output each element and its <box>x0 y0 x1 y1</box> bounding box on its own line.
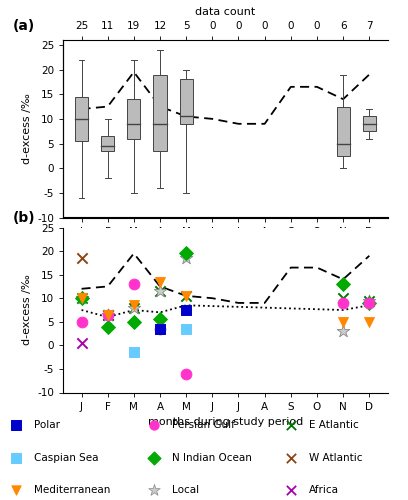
Point <box>157 316 163 324</box>
Point <box>157 325 163 333</box>
Point <box>366 299 373 307</box>
Point <box>313 64 319 72</box>
Text: Africa: Africa <box>309 485 339 495</box>
Point <box>157 325 163 333</box>
Point <box>313 355 319 363</box>
Bar <box>75 96 88 141</box>
Point <box>78 294 85 302</box>
Text: Persian Gulf: Persian Gulf <box>172 420 235 430</box>
Point <box>104 310 111 318</box>
Point <box>104 310 111 318</box>
Text: (b): (b) <box>13 211 35 225</box>
Point <box>340 318 346 326</box>
Bar <box>101 136 114 151</box>
Point <box>366 299 373 307</box>
Point <box>157 287 163 295</box>
Point <box>78 254 85 262</box>
Y-axis label: d-excess /‰: d-excess /‰ <box>22 274 32 345</box>
Point <box>104 310 111 318</box>
Text: N Indian Ocean: N Indian Ocean <box>172 453 252 463</box>
Point <box>340 294 346 302</box>
Point <box>340 280 346 288</box>
Y-axis label: d-excess /‰: d-excess /‰ <box>22 94 32 164</box>
X-axis label: months during study period: months during study period <box>148 417 303 427</box>
Point <box>131 348 137 356</box>
Bar <box>127 99 140 138</box>
Point <box>366 318 373 326</box>
Point <box>131 302 137 310</box>
Point <box>366 296 373 304</box>
Point <box>131 280 137 288</box>
Point <box>131 304 137 312</box>
X-axis label: months during study period: months during study period <box>148 242 303 252</box>
Point <box>104 310 111 318</box>
Point <box>157 278 163 285</box>
Text: (a): (a) <box>13 18 35 32</box>
Text: Local: Local <box>172 485 199 495</box>
Point <box>183 370 189 378</box>
X-axis label: data count: data count <box>195 8 255 18</box>
Text: Mediterranean: Mediterranean <box>34 485 111 495</box>
Point <box>183 250 189 258</box>
Text: Polar: Polar <box>34 420 60 430</box>
Point <box>340 299 346 307</box>
Point <box>78 318 85 326</box>
Point <box>183 292 189 300</box>
Text: E Atlantic: E Atlantic <box>309 420 359 430</box>
Point <box>183 292 189 300</box>
Bar <box>337 106 350 156</box>
Text: Caspian Sea: Caspian Sea <box>34 453 99 463</box>
Bar <box>153 74 166 151</box>
Text: W Atlantic: W Atlantic <box>309 453 363 463</box>
Bar <box>180 80 193 124</box>
Point <box>157 325 163 333</box>
Bar <box>363 116 376 131</box>
Point <box>183 325 189 333</box>
Point <box>104 310 111 318</box>
Point <box>78 294 85 302</box>
Point <box>78 294 85 302</box>
Point <box>131 318 137 326</box>
Point <box>340 327 346 335</box>
Point <box>131 304 137 312</box>
Point <box>366 296 373 304</box>
Point <box>157 287 163 295</box>
Point <box>78 294 85 302</box>
Point <box>104 322 111 330</box>
Point <box>183 306 189 314</box>
Point <box>183 254 189 262</box>
Point <box>78 339 85 347</box>
